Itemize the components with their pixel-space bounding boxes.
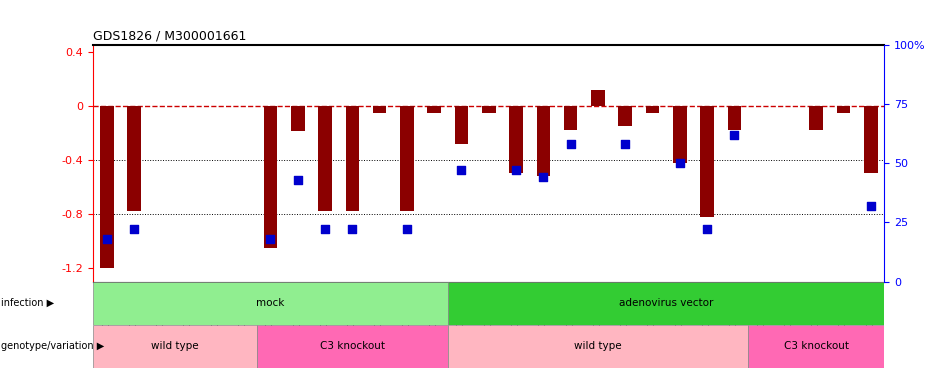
- Bar: [345, 106, 359, 211]
- Bar: [536, 106, 550, 176]
- Point: [863, 203, 878, 209]
- Bar: [257, 324, 448, 368]
- Bar: [591, 90, 605, 106]
- Point: [127, 226, 142, 232]
- Bar: [809, 106, 823, 130]
- Bar: [93, 324, 257, 368]
- Point: [399, 226, 414, 232]
- Text: adenovirus vector: adenovirus vector: [619, 298, 713, 308]
- Bar: [673, 106, 686, 163]
- Text: C3 knockout: C3 knockout: [784, 341, 849, 351]
- Bar: [837, 106, 850, 112]
- Bar: [564, 106, 577, 130]
- Point: [672, 160, 687, 166]
- Bar: [618, 106, 632, 126]
- Point: [344, 226, 359, 232]
- Bar: [93, 282, 448, 324]
- Point: [454, 167, 469, 173]
- Bar: [100, 106, 114, 268]
- Bar: [290, 106, 304, 132]
- Bar: [372, 106, 386, 112]
- Bar: [128, 106, 141, 211]
- Point: [290, 177, 305, 183]
- Bar: [318, 106, 331, 211]
- Bar: [864, 106, 878, 173]
- Bar: [748, 324, 884, 368]
- Bar: [263, 106, 277, 248]
- Bar: [727, 106, 741, 130]
- Bar: [482, 106, 495, 112]
- Text: wild type: wild type: [574, 341, 622, 351]
- Point: [100, 236, 115, 242]
- Point: [727, 132, 742, 138]
- Bar: [448, 282, 884, 324]
- Bar: [448, 324, 748, 368]
- Point: [699, 226, 714, 232]
- Bar: [646, 106, 659, 112]
- Bar: [454, 106, 468, 144]
- Point: [317, 226, 332, 232]
- Point: [263, 236, 278, 242]
- Text: mock: mock: [256, 298, 285, 308]
- Point: [536, 174, 551, 180]
- Bar: [700, 106, 714, 217]
- Bar: [427, 106, 441, 112]
- Text: GDS1826 / M300001661: GDS1826 / M300001661: [93, 30, 247, 42]
- Point: [508, 167, 523, 173]
- Bar: [400, 106, 413, 211]
- Point: [563, 141, 578, 147]
- Text: C3 knockout: C3 knockout: [320, 341, 385, 351]
- Text: infection ▶: infection ▶: [1, 298, 54, 308]
- Text: genotype/variation ▶: genotype/variation ▶: [1, 341, 104, 351]
- Bar: [509, 106, 523, 173]
- Point: [618, 141, 633, 147]
- Text: wild type: wild type: [151, 341, 199, 351]
